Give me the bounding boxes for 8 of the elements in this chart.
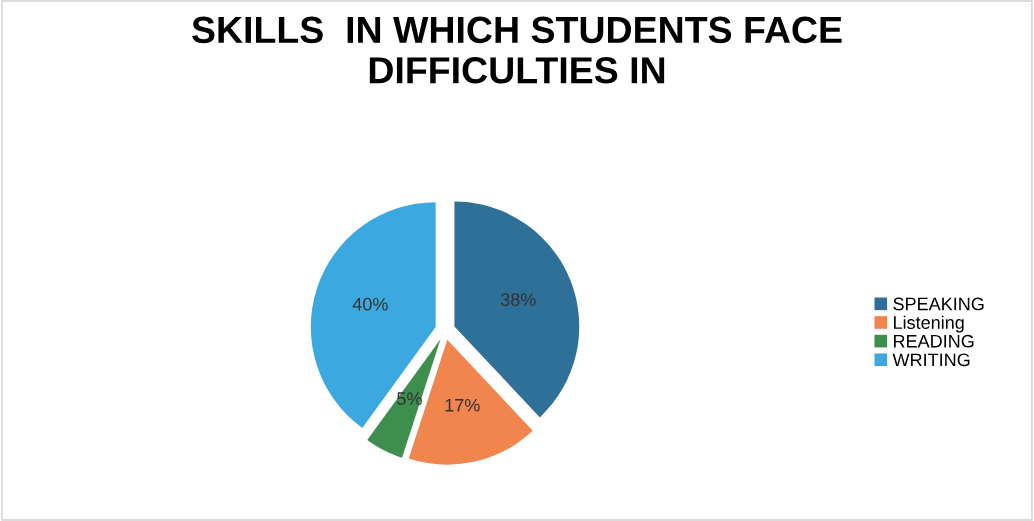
data-label: 17%	[445, 398, 480, 412]
legend-label: READING	[894, 334, 974, 348]
legend-label: WRITING	[892, 353, 970, 367]
legend-label: Listening	[894, 315, 964, 333]
data-label: 40%	[352, 297, 388, 311]
legend-label: SPEAKING	[893, 297, 984, 311]
chart-title: SKILLS IN WHICH STUDENTS FACE DIFFICULTIES IN	[192, 16, 842, 84]
data-label: 38%	[500, 293, 536, 306]
